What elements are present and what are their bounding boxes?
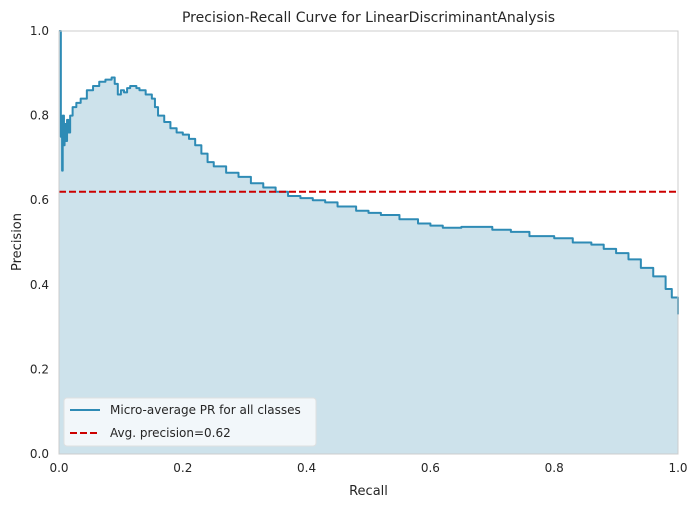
chart-title: Precision-Recall Curve for LinearDiscrim… <box>182 10 555 26</box>
x-tick-label: 0.6 <box>421 461 440 475</box>
x-tick-label: 1.0 <box>668 461 687 475</box>
y-tick-label: 0.2 <box>30 362 49 376</box>
y-tick-label: 0.6 <box>30 193 49 207</box>
legend-box <box>63 397 317 447</box>
y-tick-label: 0.8 <box>30 109 49 123</box>
x-axis-label: Recall <box>349 484 388 499</box>
y-tick-label: 1.0 <box>30 24 49 38</box>
legend-label-avg: Avg. precision=0.62 <box>110 426 231 440</box>
x-tick-label: 0.8 <box>545 461 564 475</box>
y-tick-label: 0.0 <box>30 447 49 461</box>
x-axis-ticks: 0.0 0.2 0.4 0.6 0.8 1.0 <box>49 461 687 475</box>
legend: Micro-average PR for all classes Avg. pre… <box>63 397 317 447</box>
y-axis-label: Precision <box>10 213 25 271</box>
pr-curve-fill <box>59 31 678 454</box>
x-tick-label: 0.2 <box>173 461 192 475</box>
micro-average-pr-line <box>59 30 679 315</box>
x-tick-label: 0.0 <box>49 461 68 475</box>
legend-label-pr: Micro-average PR for all classes <box>110 403 301 417</box>
plot-border <box>58 30 679 455</box>
series-layer <box>59 30 679 315</box>
y-tick-label: 0.4 <box>30 278 49 292</box>
pr-area-fill <box>59 31 678 454</box>
plot-frame <box>58 30 679 455</box>
y-axis-ticks: 0.0 0.2 0.4 0.6 0.8 1.0 <box>30 24 49 461</box>
x-tick-label: 0.4 <box>297 461 316 475</box>
